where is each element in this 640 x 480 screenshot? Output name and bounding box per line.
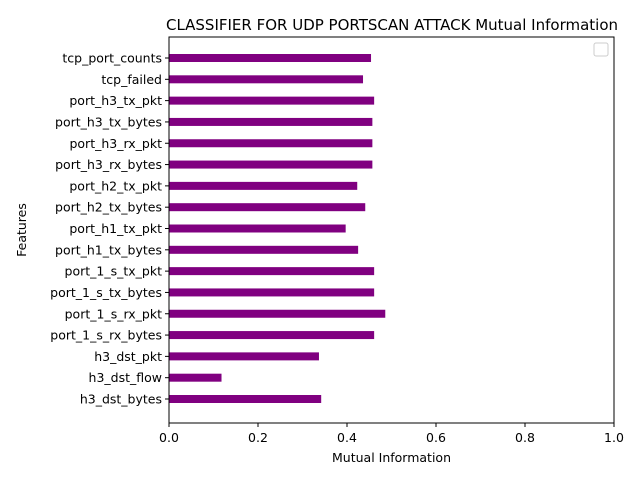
y-tick-label: port_1_s_tx_pkt	[65, 264, 163, 279]
bar-port-h2-tx-bytes	[169, 203, 366, 212]
bar-h3-dst-bytes	[169, 395, 322, 403]
bar-tcp-failed	[169, 75, 364, 84]
bar-port-h1-tx-bytes	[169, 245, 359, 254]
y-tick-label: h3_dst_bytes	[80, 392, 162, 407]
bar-port-1-s-tx-bytes	[169, 288, 375, 297]
plot-frame	[168, 36, 615, 424]
bar-port-h3-rx-bytes	[169, 160, 373, 169]
x-tick-label: 0.6	[426, 430, 446, 445]
x-tick-label: 0.8	[515, 430, 535, 445]
bar-port-1-s-tx-pkt	[169, 267, 375, 276]
y-tick-label: port_h1_tx_bytes	[55, 242, 162, 257]
y-tick-label: port_h3_rx_bytes	[55, 157, 162, 172]
bars-layer	[169, 54, 386, 403]
bar-port-h1-tx-pkt	[169, 224, 346, 233]
bar-port-h2-tx-pkt	[169, 181, 358, 190]
bar-port-h3-rx-pkt	[169, 139, 373, 148]
y-tick-label: port_h3_tx_bytes	[55, 114, 162, 129]
x-tick-label: 1.0	[604, 430, 624, 445]
y-tick-label: port_h2_tx_pkt	[69, 178, 162, 193]
x-tick-label: 0.0	[159, 430, 179, 445]
x-axis-label: Mutual Information	[332, 450, 451, 465]
bar-port-h3-tx-bytes	[169, 117, 373, 126]
y-tick-label: tcp_port_counts	[62, 51, 162, 66]
x-tick-label: 0.4	[337, 430, 357, 445]
y-axis-label: Features	[14, 203, 29, 257]
y-tick-label: h3_dst_flow	[89, 370, 162, 385]
bar-port-1-s-rx-bytes	[169, 331, 375, 340]
y-tick-label: port_1_s_rx_pkt	[65, 306, 162, 321]
y-tick-label: port_1_s_rx_bytes	[50, 328, 162, 343]
y-tick-label: port_h1_tx_pkt	[69, 221, 162, 236]
bar-h3-dst-pkt	[169, 352, 319, 361]
y-tick-label: port_h2_tx_bytes	[55, 200, 162, 215]
y-tick-label: port_h3_tx_pkt	[69, 93, 162, 108]
x-ticks: 0.0 0.2 0.4 0.6 0.8 1.0	[159, 423, 624, 445]
y-tick-label: port_1_s_tx_bytes	[50, 285, 162, 300]
y-tick-label: tcp_failed	[101, 72, 162, 87]
bar-port-h3-tx-pkt	[169, 96, 375, 105]
y-ticks: h3_dst_bytes h3_dst_flow h3_dst_pkt port_1_…	[50, 51, 169, 407]
legend-box	[593, 42, 609, 57]
x-tick-label: 0.2	[248, 430, 268, 445]
bar-port-1-s-rx-pkt	[169, 309, 386, 318]
bar-h3-dst-flow	[169, 373, 222, 382]
bar-tcp-port-counts	[169, 54, 372, 62]
y-tick-label: h3_dst_pkt	[94, 349, 162, 364]
chart-title: CLASSIFIER FOR UDP PORTSCAN ATTACK Mutua…	[166, 16, 618, 34]
y-tick-label: port_h3_rx_pkt	[69, 136, 162, 151]
